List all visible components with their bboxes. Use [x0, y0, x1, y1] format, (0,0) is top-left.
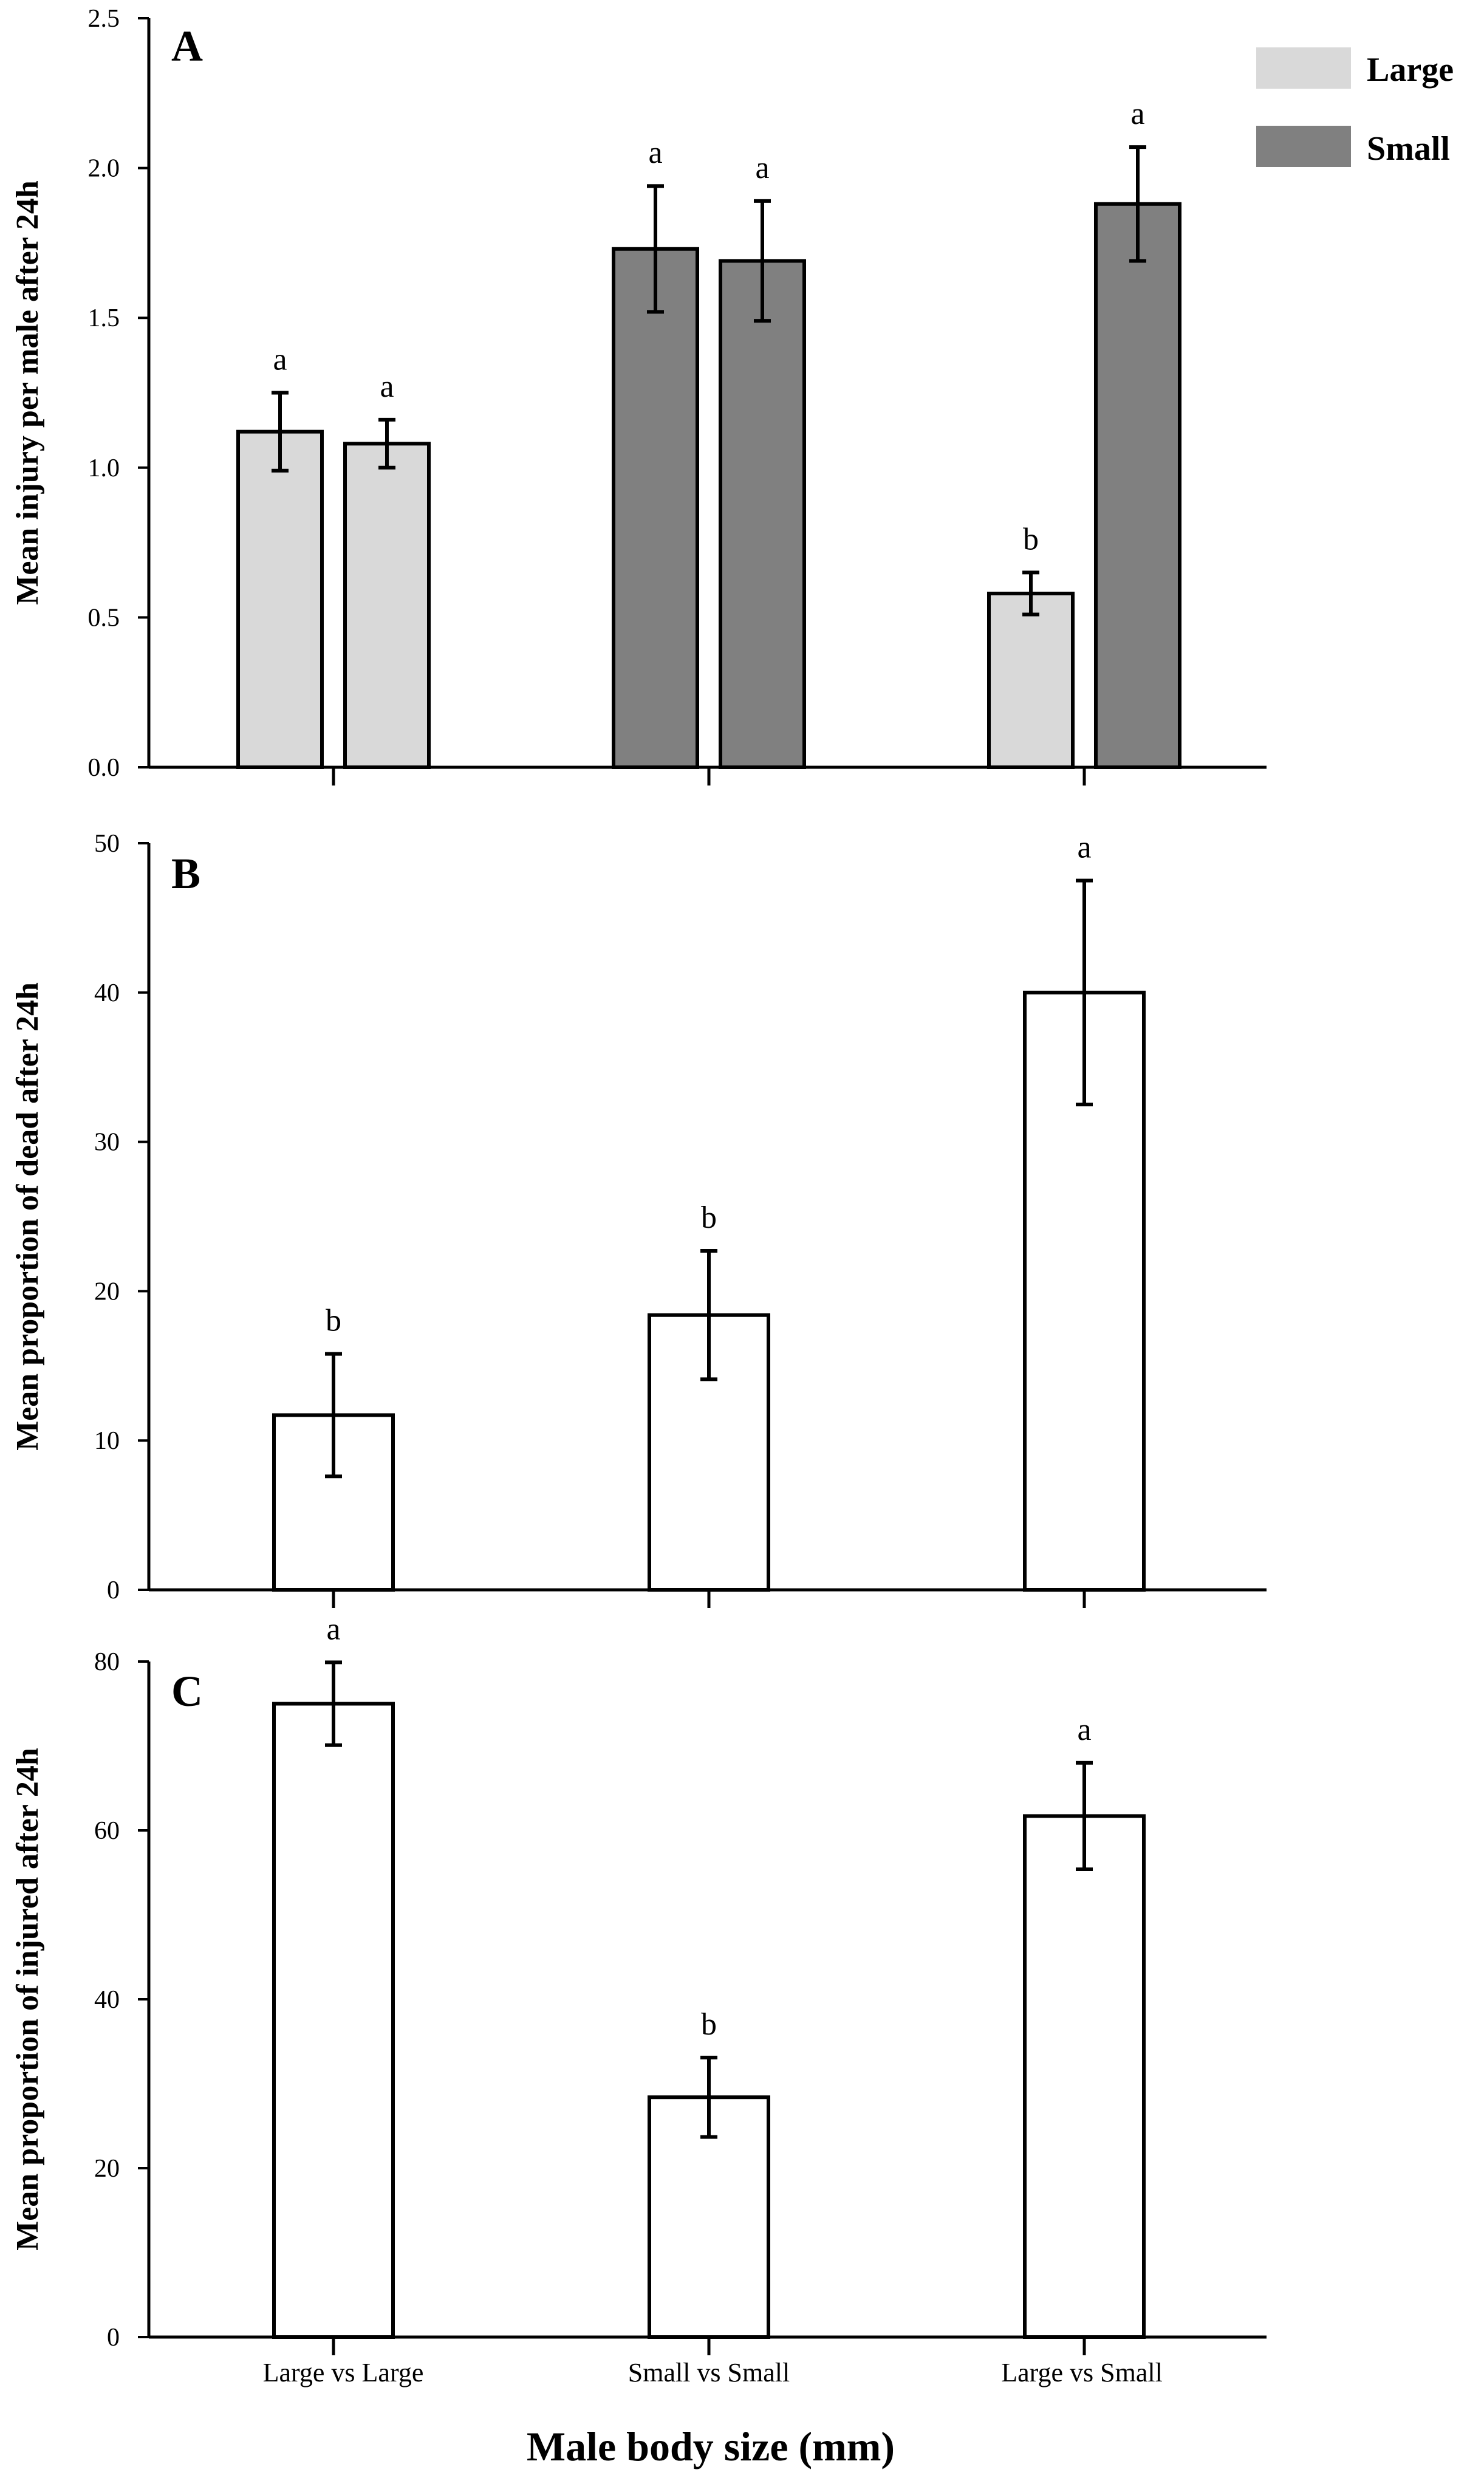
significance-label: a [755, 151, 769, 185]
bar [236, 430, 324, 769]
y-tick-label: 20 [94, 2155, 120, 2183]
panel-label: B [171, 849, 200, 898]
y-tick-label: 10 [94, 1427, 120, 1455]
y-tick-label: 50 [94, 830, 120, 858]
y-tick-label: 30 [94, 1129, 120, 1157]
significance-label: b [326, 1304, 341, 1338]
significance-label: b [701, 2007, 717, 2042]
category-label-small-vs-small: Small vs Small [628, 2358, 790, 2387]
y-tick-label: 40 [94, 1986, 120, 2014]
bar [1023, 1814, 1146, 2339]
y-tick-label: 1.0 [88, 454, 120, 482]
panel-label: A [171, 22, 203, 70]
significance-label: a [648, 135, 662, 170]
legend-label-small: Small [1367, 130, 1450, 168]
y-axis-title: Mean proportion of dead after 24h [10, 982, 45, 1451]
bar [1094, 202, 1181, 769]
panel-label: C [171, 1667, 203, 1716]
bar [612, 247, 699, 770]
significance-label: b [1023, 522, 1039, 556]
category-labels: Large vs Large Small vs Small Large vs S… [263, 2358, 1163, 2387]
y-tick-label: 0.0 [88, 754, 120, 782]
significance-label: a [1130, 97, 1144, 131]
y-axis-title: Mean injury per male after 24h [10, 180, 45, 605]
y-tick-label: 40 [94, 979, 120, 1007]
significance-label: a [380, 369, 394, 404]
significance-label: b [701, 1200, 717, 1235]
bar [719, 259, 806, 769]
y-tick-label: 20 [94, 1278, 120, 1306]
y-tick-label: 60 [94, 1817, 120, 1845]
y-tick-label: 0.5 [88, 604, 120, 632]
bar [272, 1702, 395, 2339]
y-tick-label: 1.5 [88, 304, 120, 332]
category-label-large-vs-large: Large vs Large [263, 2358, 424, 2387]
x-axis-title: Male body size (mm) [527, 2423, 895, 2469]
significance-label: a [1077, 1713, 1091, 1747]
significance-label: a [326, 1612, 340, 1646]
legend-swatch-small [1256, 126, 1351, 167]
significance-label: a [273, 343, 287, 377]
legend: Large Small [1256, 47, 1454, 168]
y-axis-title: Mean proportion of injured after 24h [10, 1748, 45, 2251]
y-tick-label: 2.5 [88, 5, 120, 33]
y-tick-label: 80 [94, 1648, 120, 1676]
category-label-large-vs-small: Large vs Small [1001, 2358, 1163, 2387]
y-tick-label: 0 [107, 2324, 120, 2352]
legend-label-large: Large [1367, 51, 1454, 89]
panel-b: 0 10 20 30 40 50 Mean proportion of dead after… [10, 830, 1267, 1608]
y-tick-label: 0 [107, 1576, 120, 1604]
y-tick-label: 2.0 [88, 155, 120, 183]
bar [343, 442, 431, 769]
panel-a: 0.0 0.5 1.0 1.5 2.0 2.5 Mean injury per male a… [10, 5, 1267, 785]
panel-c: 0 20 40 60 80 Mean proportion of injured afte… [10, 1612, 1267, 2355]
panels: 0.0 0.5 1.0 1.5 2.0 2.5 Mean injury per male a… [10, 5, 1267, 2355]
legend-swatch-large [1256, 47, 1351, 89]
significance-label: a [1077, 830, 1091, 864]
bar [987, 591, 1075, 769]
